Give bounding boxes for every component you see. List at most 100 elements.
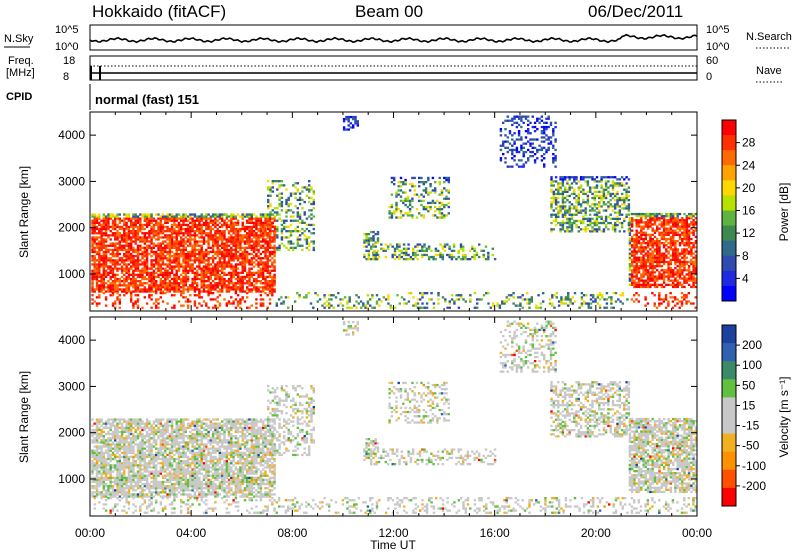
data-cell — [390, 176, 394, 180]
data-cell — [198, 227, 201, 231]
data-cell — [189, 286, 192, 289]
data-cell — [218, 217, 222, 220]
data-cell — [656, 212, 659, 216]
data-cell — [184, 213, 187, 216]
data-cell — [667, 221, 670, 224]
data-cell — [561, 221, 565, 225]
data-cell — [230, 275, 233, 279]
data-cell — [132, 213, 135, 216]
data-cell — [540, 125, 544, 129]
data-cell — [223, 257, 226, 260]
data-cell — [114, 306, 117, 309]
data-cell — [255, 236, 258, 239]
data-cell — [107, 286, 110, 289]
data-cell — [406, 195, 410, 198]
data-cell — [635, 271, 638, 274]
data-cell — [216, 240, 219, 243]
data-cell — [371, 306, 374, 309]
data-cell — [243, 259, 247, 262]
data-cell — [398, 302, 401, 305]
data-cell — [118, 240, 121, 243]
data-cell — [520, 148, 523, 152]
data-cell — [196, 242, 199, 245]
data-cell — [660, 258, 663, 261]
data-cell — [180, 219, 183, 222]
data-cell — [427, 176, 430, 180]
data-cell — [214, 236, 217, 239]
data-cell — [312, 246, 315, 249]
data-cell — [255, 286, 258, 289]
data-cell — [665, 271, 668, 274]
data-cell — [273, 265, 276, 268]
data-cell — [447, 178, 450, 182]
data-cell — [152, 284, 156, 287]
data-cell — [419, 292, 422, 295]
data-cell — [193, 230, 197, 233]
data-cell — [175, 271, 178, 274]
data-cell — [618, 209, 621, 212]
data-cell — [669, 273, 673, 276]
data-cell — [241, 286, 244, 289]
data-cell — [398, 245, 401, 248]
data-cell — [443, 205, 446, 209]
data-cell — [223, 265, 226, 268]
data-cell — [205, 250, 208, 254]
data-cell — [570, 176, 574, 179]
data-cell — [687, 225, 691, 228]
data-cell — [100, 273, 103, 276]
data-cell — [397, 185, 400, 188]
data-cell — [561, 196, 565, 200]
data-cell — [214, 271, 217, 274]
data-cell — [91, 230, 94, 233]
data-cell — [586, 228, 590, 231]
data-cell — [362, 304, 365, 307]
data-cell — [234, 284, 238, 287]
data-cell — [445, 214, 448, 217]
data-cell — [354, 115, 357, 119]
data-cell — [255, 223, 258, 227]
data-cell — [637, 221, 641, 224]
data-cell — [676, 254, 679, 257]
data-cell — [125, 257, 128, 260]
data-cell — [250, 225, 253, 229]
data-cell — [132, 280, 135, 283]
data-cell — [439, 255, 442, 259]
data-cell — [127, 232, 131, 235]
data-cell — [347, 115, 350, 119]
data-cell — [141, 277, 144, 281]
data-cell — [296, 190, 299, 193]
data-cell — [198, 273, 201, 276]
data-cell — [252, 221, 256, 224]
data-cell — [269, 225, 272, 229]
data-cell — [139, 248, 142, 252]
data-cell — [577, 226, 580, 229]
data-cell — [159, 292, 162, 295]
data-cell — [164, 248, 167, 252]
data-cell — [218, 250, 222, 254]
data-cell — [107, 248, 110, 252]
data-cell — [407, 258, 410, 261]
data-cell — [218, 290, 222, 293]
data-cell — [690, 279, 693, 282]
data-cell — [598, 226, 601, 229]
data-cell — [674, 240, 677, 243]
data-cell — [102, 267, 105, 270]
data-cell — [266, 236, 269, 239]
data-cell — [582, 192, 585, 196]
data-cell — [287, 198, 290, 202]
data-cell — [198, 294, 201, 297]
data-cell — [676, 215, 679, 218]
data-cell — [268, 302, 272, 305]
data-cell — [475, 251, 479, 255]
data-cell — [328, 304, 331, 307]
data-cell — [365, 239, 368, 242]
data-cell — [637, 285, 641, 289]
data-cell — [330, 304, 333, 307]
data-cell — [202, 223, 206, 227]
data-cell — [143, 275, 146, 279]
data-cell — [269, 236, 272, 239]
data-cell — [598, 205, 601, 208]
data-cell — [111, 259, 115, 262]
data-cell — [196, 244, 199, 247]
data-cell — [640, 212, 643, 216]
